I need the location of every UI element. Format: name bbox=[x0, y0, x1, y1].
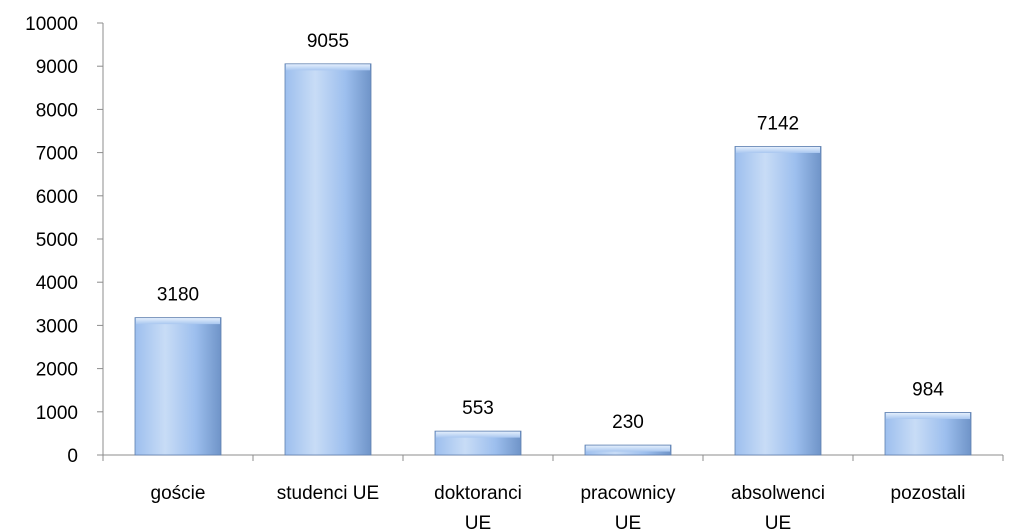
bar bbox=[884, 412, 972, 456]
y-tick-label: 5000 bbox=[36, 230, 78, 251]
y-tick-label: 3000 bbox=[36, 316, 78, 337]
y-tick-label: 1000 bbox=[36, 403, 78, 424]
y-axis: 0 1000 2000 3000 4000 5000 6000 7000 8000 9000 100… bbox=[25, 14, 104, 467]
x-tick-label: UE bbox=[615, 513, 641, 532]
data-label: 230 bbox=[612, 412, 644, 433]
x-tick-label: goście bbox=[151, 483, 206, 504]
bar-bevel bbox=[886, 412, 970, 419]
bar-body bbox=[134, 317, 222, 456]
data-label: 984 bbox=[912, 379, 944, 400]
bar-bevel bbox=[586, 445, 670, 452]
category-labels: goście studenci UE doktoranci UE pracownicy U… bbox=[151, 483, 966, 532]
y-tick-label: 6000 bbox=[36, 187, 78, 208]
bar-body bbox=[734, 146, 822, 456]
bar-bevel bbox=[136, 318, 220, 325]
x-tick-label: pozostali bbox=[891, 483, 966, 504]
y-tick-label: 9000 bbox=[36, 57, 78, 78]
y-tick-label: 0 bbox=[67, 446, 78, 467]
bar bbox=[434, 430, 522, 456]
x-tick-label: absolwenci bbox=[731, 483, 825, 504]
data-label: 3180 bbox=[157, 285, 199, 306]
data-label: 9055 bbox=[307, 31, 349, 52]
bars bbox=[134, 63, 972, 456]
x-tick-label: UE bbox=[465, 513, 491, 532]
bar bbox=[584, 444, 672, 456]
bar-body bbox=[284, 63, 372, 456]
bar bbox=[284, 63, 372, 456]
x-tick-label: studenci UE bbox=[277, 483, 379, 504]
data-label: 7142 bbox=[757, 113, 799, 134]
value-labels: 3180 9055 553 230 7142 984 bbox=[157, 31, 944, 433]
bar-bevel bbox=[436, 431, 520, 438]
bar-body bbox=[884, 412, 972, 456]
data-label: 553 bbox=[462, 398, 494, 419]
y-tick-label: 4000 bbox=[36, 273, 78, 294]
x-tick-label: pracownicy bbox=[580, 483, 676, 504]
x-tick-label: UE bbox=[765, 513, 791, 532]
x-tick-label: doktoranci bbox=[434, 483, 522, 504]
bar bbox=[134, 317, 222, 456]
x-axis bbox=[102, 454, 1004, 461]
bar bbox=[734, 146, 822, 456]
bar-bevel bbox=[286, 64, 370, 71]
bar-bevel bbox=[736, 146, 820, 153]
y-tick-label: 10000 bbox=[25, 14, 78, 35]
y-tick-label: 8000 bbox=[36, 100, 78, 121]
y-tick-label: 2000 bbox=[36, 360, 78, 381]
y-tick-label: 7000 bbox=[36, 144, 78, 165]
